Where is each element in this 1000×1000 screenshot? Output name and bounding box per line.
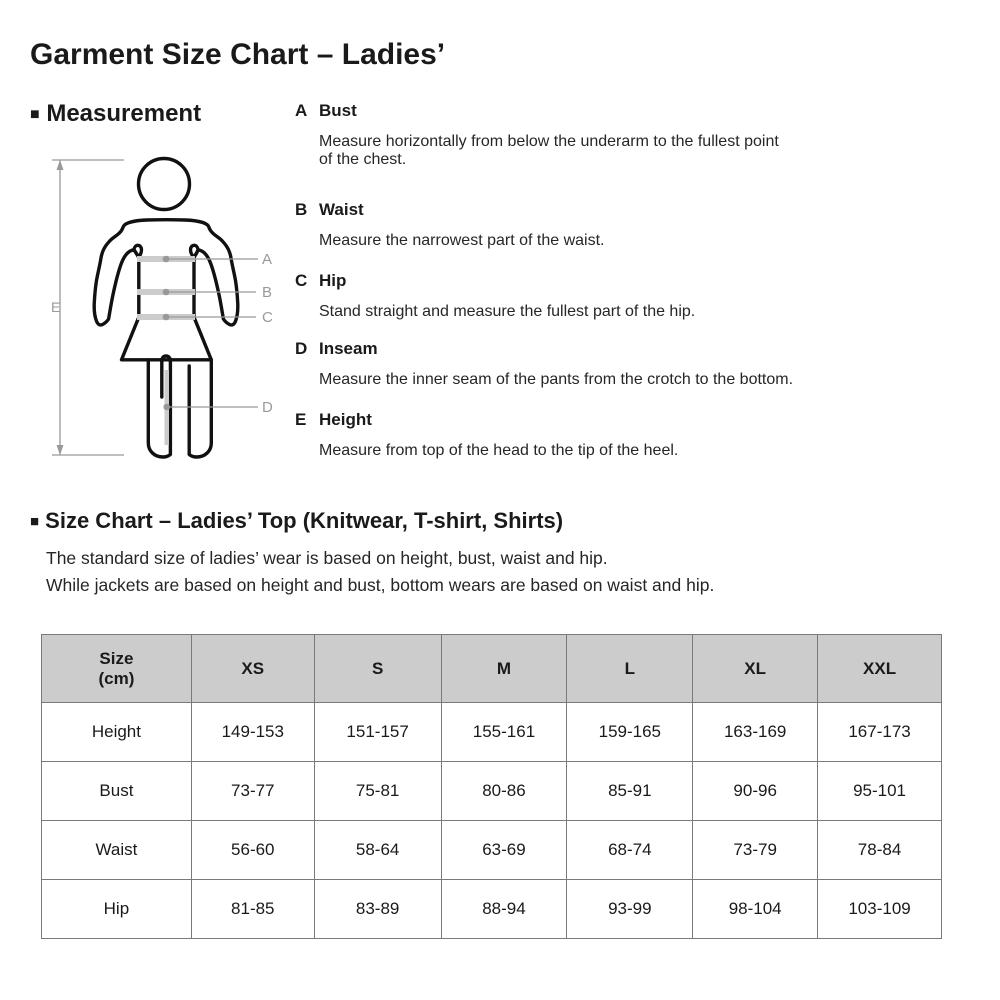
svg-text:D: D	[262, 399, 273, 416]
svg-text:E: E	[51, 299, 60, 315]
svg-text:C: C	[262, 309, 273, 326]
svg-text:A: A	[262, 251, 272, 268]
svg-text:B: B	[262, 284, 272, 301]
